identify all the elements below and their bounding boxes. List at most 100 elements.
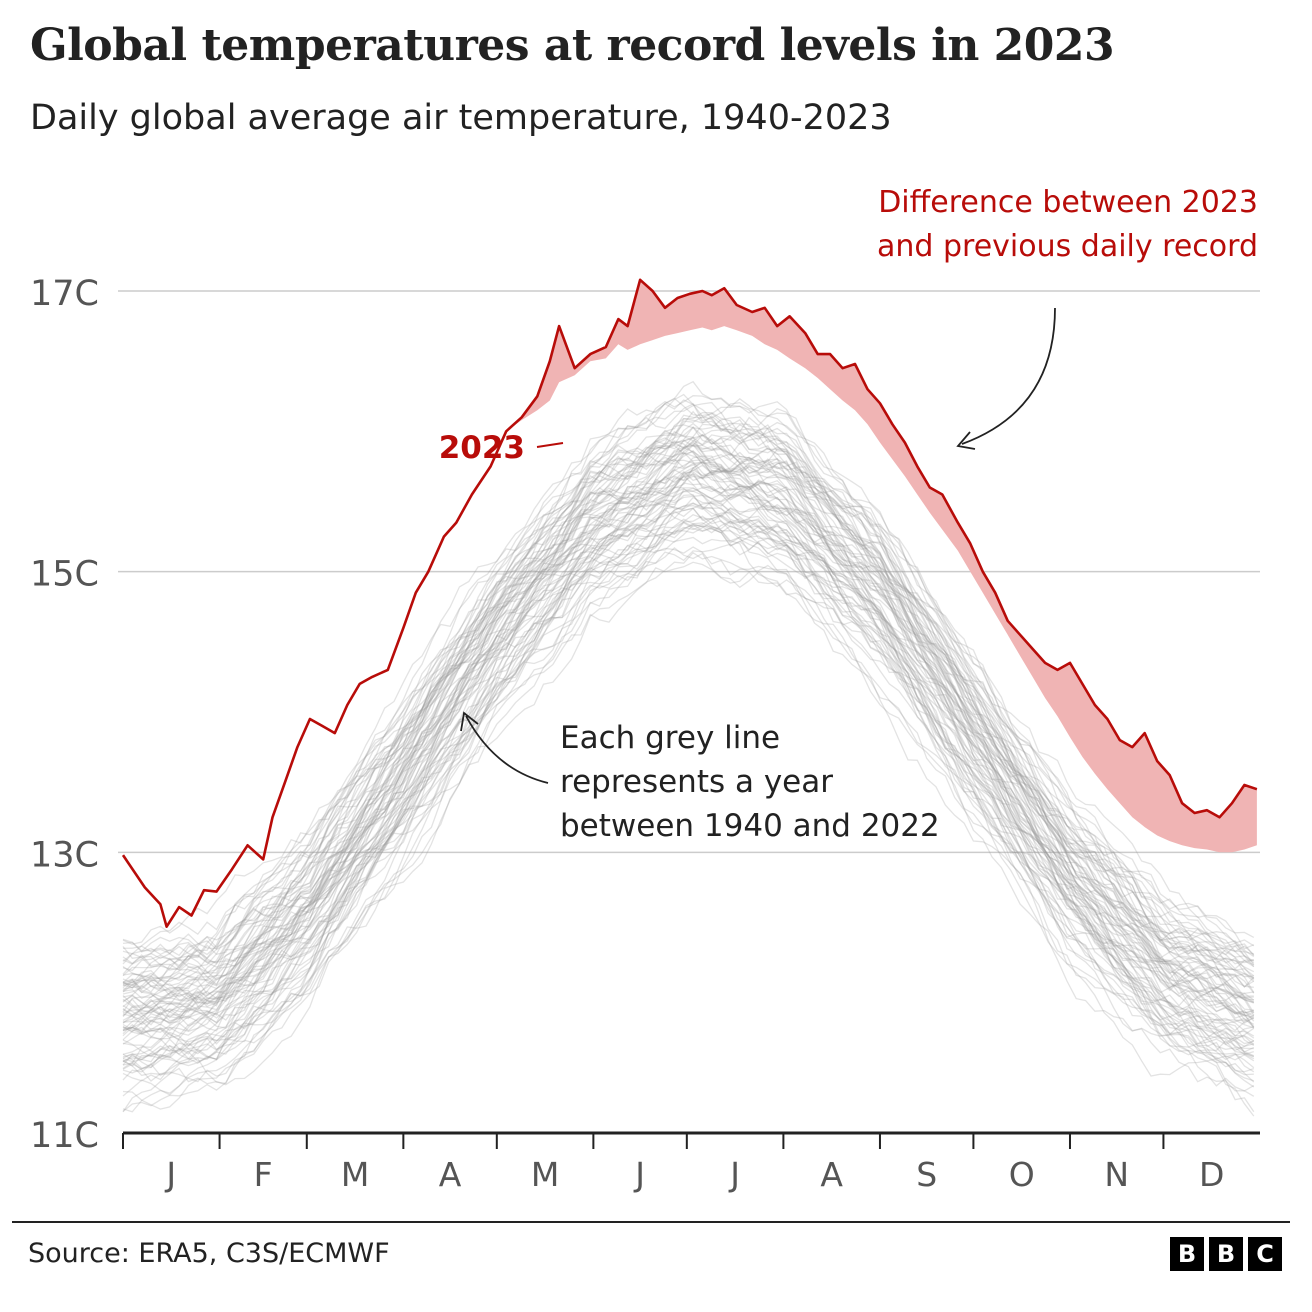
grey-year-line (122, 520, 1255, 1081)
grey-year-line (122, 472, 1255, 1032)
x-tick-label: J (633, 1155, 645, 1194)
grey-year-line (122, 464, 1255, 1021)
grey-year-line (122, 472, 1255, 1042)
grey-year-line (122, 449, 1255, 998)
bbc-logo: B B C (1170, 1237, 1282, 1271)
grey-year-line (122, 490, 1255, 1073)
x-tick-label: M (531, 1155, 559, 1194)
grey-year-line (122, 474, 1255, 1029)
difference-annotation: Difference between 2023 (878, 185, 1258, 220)
y-tick-label: 11C (30, 1116, 99, 1156)
y-tick-label: 15C (30, 555, 99, 595)
grey-year-line (122, 496, 1255, 1061)
y-tick-label: 17C (30, 274, 99, 314)
grey-year-line (122, 395, 1255, 964)
grey-year-line (122, 423, 1255, 977)
grey-year-line (122, 433, 1255, 1001)
grey-year-line (122, 487, 1255, 1040)
grey-year-line (122, 399, 1254, 955)
x-tick-label: F (254, 1155, 273, 1194)
grey-year-line (122, 561, 1255, 1113)
label-2023: 2023 (439, 430, 525, 466)
grey-year-line (122, 487, 1255, 1058)
grey-year-line (122, 415, 1255, 984)
grey-year-line (122, 451, 1254, 1010)
x-tick-label: S (916, 1155, 937, 1194)
grey-line-annotation: Each grey line (560, 720, 780, 756)
grey-year-line (122, 466, 1254, 1023)
grey-year-line (122, 452, 1255, 1016)
grey-year-line (122, 469, 1255, 1029)
x-tick-label: M (341, 1155, 369, 1194)
grey-year-line (122, 474, 1255, 1022)
grey-year-line (122, 432, 1254, 975)
source-divider (12, 1221, 1290, 1223)
grey-year-line (122, 517, 1255, 1073)
grey-year-line (122, 436, 1255, 1003)
grey-year-line (122, 403, 1255, 971)
grey-year-line (122, 536, 1255, 1097)
grey-year-line (122, 537, 1255, 1110)
grey-year-line (122, 494, 1254, 1062)
grey-year-line (122, 440, 1255, 995)
grey-year-line (122, 434, 1255, 987)
x-tick-label: J (728, 1155, 740, 1194)
y-axis-tick-labels: 17C 15C 13C 11C (30, 274, 99, 1156)
grey-year-line (122, 442, 1254, 995)
temperature-chart: 17C 15C 13C 11C J F M A M J J A S O N D 2023 Difference… (30, 185, 1260, 1194)
difference-arrow-icon (961, 307, 1056, 445)
grey-year-line (122, 416, 1255, 990)
grey-year-line (122, 494, 1254, 1047)
logo-letter: C (1248, 1237, 1282, 1271)
grey-year-line (122, 525, 1254, 1083)
x-tick-label: A (439, 1155, 462, 1194)
grey-year-line (122, 502, 1254, 1063)
grey-year-line (122, 494, 1255, 1066)
grey-year-line (122, 465, 1255, 1017)
grey-year-line (122, 459, 1255, 1017)
grey-year-line (122, 393, 1255, 968)
x-tick-label: N (1104, 1155, 1129, 1194)
grey-year-line (122, 415, 1255, 965)
grey-year-line (122, 459, 1254, 1024)
grey-year-line (122, 460, 1255, 1026)
x-tick-label: A (820, 1155, 843, 1194)
grey-year-line (122, 461, 1255, 1029)
grey-year-line (122, 444, 1255, 1000)
logo-letter: B (1209, 1237, 1243, 1271)
grey-year-line (122, 444, 1255, 1013)
grey-year-lines (122, 380, 1255, 1117)
chart-title: Global temperatures at record levels in … (30, 20, 1115, 71)
y-tick-label: 13C (30, 835, 99, 875)
grey-year-line (122, 551, 1255, 1113)
grey-year-line (122, 426, 1254, 997)
grey-year-line (122, 546, 1255, 1097)
grey-year-line (122, 547, 1255, 1117)
grey-arrow-icon (465, 715, 549, 784)
x-tick-label: O (1009, 1155, 1035, 1194)
grey-year-line (122, 412, 1255, 987)
grey-year-line (122, 507, 1255, 1067)
grey-year-line (122, 480, 1254, 1035)
grey-year-line (122, 453, 1255, 1023)
grey-year-line (122, 443, 1255, 1013)
grey-year-line (122, 473, 1255, 1032)
grey-year-line (122, 451, 1255, 1025)
grey-line-annotation: between 1940 and 2022 (560, 808, 940, 844)
grey-year-line (122, 518, 1254, 1076)
grey-year-line (122, 514, 1255, 1069)
grey-arrowhead-icon (460, 711, 479, 732)
grey-year-line (122, 520, 1255, 1077)
grey-year-line (122, 502, 1255, 1047)
annotations: 2023 Difference between 2023 and previous … (439, 185, 1258, 844)
grey-year-line (122, 397, 1255, 960)
grey-year-line (122, 380, 1255, 945)
grey-year-line (122, 424, 1254, 984)
grey-year-line (122, 461, 1254, 1033)
logo-letter: B (1170, 1237, 1204, 1271)
source-text: Source: ERA5, C3S/ECMWF (28, 1238, 390, 1269)
difference-annotation: and previous daily record (877, 229, 1258, 264)
grey-year-line (122, 422, 1255, 993)
label-2023-leader (536, 442, 564, 448)
